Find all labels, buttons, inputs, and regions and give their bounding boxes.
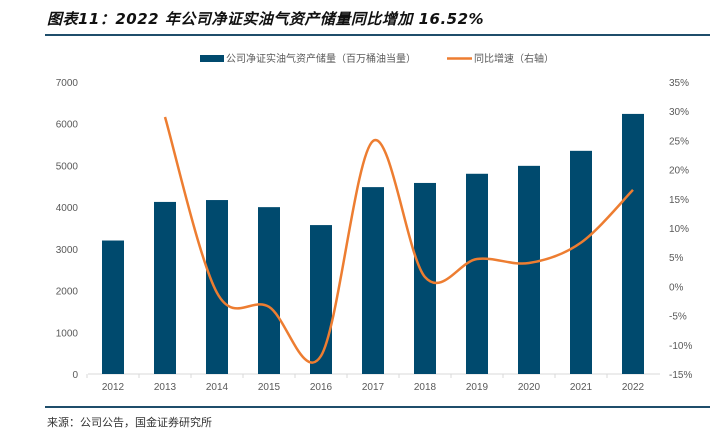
x-tick-label: 2015 (258, 382, 281, 393)
right-tick-label: 5% (669, 253, 684, 264)
left-tick-label: 5000 (56, 161, 79, 172)
x-tick-label: 2016 (310, 382, 333, 393)
right-tick-label: 20% (669, 166, 689, 177)
bar-2017 (362, 187, 384, 374)
left-tick-label: 1000 (56, 328, 79, 339)
right-tick-label: 35% (669, 78, 689, 89)
left-tick-label: 2000 (56, 287, 79, 298)
bar-2016 (310, 225, 332, 374)
source-divider (45, 406, 710, 408)
left-tick-label: 0 (72, 370, 78, 381)
x-tick-label: 2014 (206, 382, 229, 393)
x-tick-label: 2020 (518, 382, 541, 393)
left-tick-label: 3000 (56, 245, 79, 256)
x-tick-label: 2012 (102, 382, 125, 393)
legend-line-label: 同比增速（右轴） (474, 52, 554, 65)
bar-2019 (466, 174, 488, 374)
right-tick-label: 10% (669, 224, 689, 235)
source-note: 来源：公司公告，国金证券研究所 (47, 414, 212, 430)
legend-bar-label: 公司净证实油气资产储量（百万桶油当量） (226, 52, 416, 65)
x-tick-label: 2017 (362, 382, 385, 393)
bar-2020 (518, 166, 540, 374)
right-tick-label: 30% (669, 107, 689, 118)
left-tick-label: 7000 (56, 78, 79, 89)
bar-2015 (258, 207, 280, 374)
right-tick-label: 0% (669, 282, 684, 293)
x-tick-label: 2018 (414, 382, 437, 393)
bar-2012 (102, 241, 124, 374)
x-tick-label: 2022 (622, 382, 645, 393)
bar-2013 (154, 202, 176, 374)
right-tick-label: 15% (669, 195, 689, 206)
bar-2014 (206, 200, 228, 374)
left-tick-label: 6000 (56, 120, 79, 131)
right-tick-label: -5% (669, 312, 687, 323)
x-tick-label: 2019 (466, 382, 489, 393)
legend-bar-swatch (200, 55, 224, 62)
growth-line (165, 117, 633, 363)
right-tick-label: -10% (669, 341, 692, 352)
right-tick-label: -15% (669, 370, 692, 381)
left-tick-label: 4000 (56, 203, 79, 214)
bar-2022 (622, 114, 644, 374)
right-tick-label: 25% (669, 136, 689, 147)
x-tick-label: 2013 (154, 382, 177, 393)
bar-2021 (570, 151, 592, 374)
x-tick-label: 2021 (570, 382, 593, 393)
